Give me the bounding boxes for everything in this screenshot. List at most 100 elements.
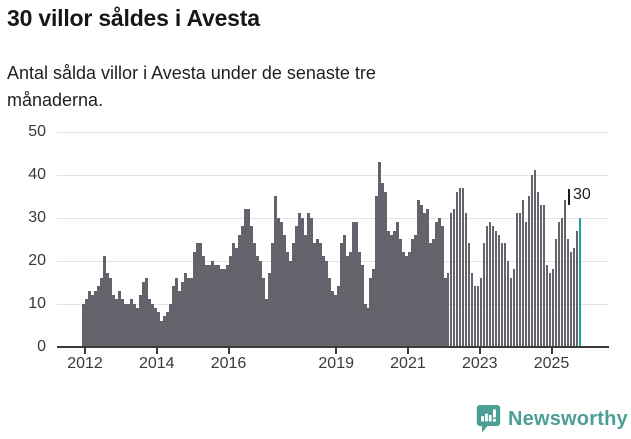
bar: [124, 303, 128, 347]
bar: [369, 277, 373, 347]
bar: [115, 299, 119, 347]
bar: [193, 251, 197, 347]
bar: [360, 264, 364, 347]
bar: [210, 260, 215, 347]
last-value-annotation: 30: [573, 186, 591, 203]
subtitle-line-1: Antal sålda villor i Avesta under de sen…: [7, 63, 376, 83]
bar: [357, 251, 361, 347]
bar: [82, 303, 86, 347]
y-gridline: [57, 174, 609, 176]
bar: [342, 234, 346, 347]
bar: [264, 299, 268, 347]
bar: [453, 209, 456, 347]
bar: [572, 247, 575, 347]
bar: [513, 269, 516, 347]
bar: [489, 221, 492, 347]
bar: [417, 200, 421, 347]
bar: [560, 217, 563, 347]
bar: [533, 170, 536, 347]
y-gridline: [57, 131, 609, 133]
bar: [474, 286, 477, 347]
bar: [384, 191, 388, 347]
highlight-bar: [578, 217, 581, 347]
bar: [261, 277, 265, 347]
bar: [554, 239, 557, 347]
bar: [414, 234, 418, 347]
bar: [518, 213, 522, 347]
bar: [148, 299, 152, 347]
bar: [507, 260, 510, 347]
y-axis-tick-label: 30: [28, 208, 46, 226]
bar: [563, 200, 566, 347]
bar: [285, 251, 289, 347]
bar: [225, 264, 229, 347]
x-axis-tick: [478, 347, 481, 354]
bar: [91, 294, 95, 347]
x-axis-tick-label: 2021: [390, 355, 426, 372]
bar: [551, 269, 554, 347]
bar: [127, 303, 131, 347]
bar: [521, 200, 525, 347]
bar: [542, 204, 545, 347]
bar: [411, 239, 415, 347]
bar: [420, 204, 424, 347]
bar: [175, 277, 179, 347]
bar: [240, 226, 244, 347]
bar: [477, 286, 480, 347]
bar: [118, 290, 122, 347]
newsworthy-logo-text: Newsworthy: [508, 407, 628, 430]
bar: [483, 243, 486, 347]
bar: [109, 277, 113, 347]
bar: [366, 307, 370, 347]
y-axis-tick-label: 20: [28, 251, 46, 269]
bar: [249, 226, 253, 347]
bar: [501, 243, 504, 347]
x-axis-tick-label: 2014: [138, 355, 175, 372]
bar: [312, 243, 316, 347]
bar: [510, 277, 513, 347]
bar: [327, 277, 331, 347]
bar: [399, 239, 403, 347]
bar: [106, 273, 110, 347]
x-axis-tick: [335, 347, 338, 354]
bar: [498, 234, 501, 347]
bar: [423, 213, 427, 347]
bar: [336, 286, 340, 347]
bar: [166, 312, 170, 347]
bar: [492, 226, 495, 347]
bar: [112, 294, 116, 347]
bar: [276, 217, 280, 347]
bar: [187, 277, 191, 347]
bar: [324, 260, 328, 347]
bar: [196, 243, 200, 347]
bar: [378, 161, 382, 347]
bar: [315, 239, 319, 347]
bar: [462, 187, 465, 347]
bar: [471, 273, 474, 347]
bar: [300, 217, 304, 347]
x-axis-tick-label: 2023: [461, 355, 498, 372]
y-axis-tick-label: 50: [28, 122, 46, 140]
bar: [252, 243, 256, 347]
bar: [539, 204, 542, 347]
bar: [294, 226, 298, 347]
bar: [351, 221, 355, 347]
x-axis-tick-label: 2012: [67, 355, 103, 372]
bar: [190, 277, 194, 347]
newsworthy-logo-icon: [476, 405, 501, 433]
bar: [408, 251, 412, 347]
x-axis-tick-label: 2016: [210, 355, 247, 372]
bar: [273, 196, 277, 347]
bar: [372, 269, 376, 347]
x-axis-tick: [227, 347, 230, 354]
bar: [184, 273, 188, 347]
bar: [345, 256, 349, 347]
bar: [169, 303, 173, 347]
y-axis-tick-label: 10: [28, 294, 46, 312]
bar: [504, 243, 507, 347]
x-axis-tick: [155, 347, 158, 354]
x-axis-tick-label: 2025: [533, 355, 570, 372]
bar: [234, 247, 238, 347]
bar: [216, 264, 220, 347]
bar: [441, 226, 445, 347]
